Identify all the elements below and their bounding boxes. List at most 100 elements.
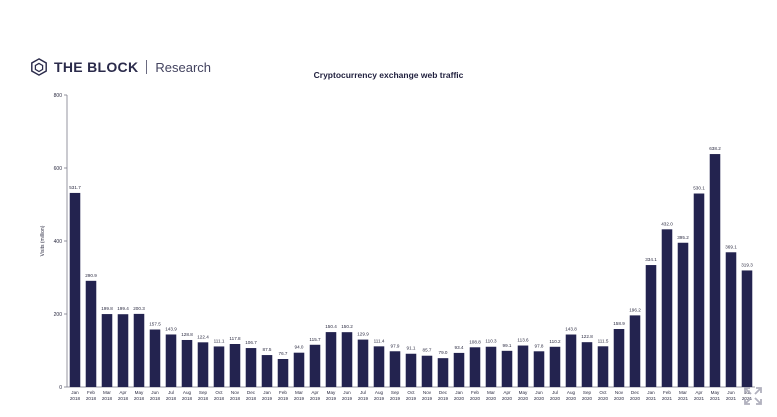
x-tick-label-month: Aug	[567, 390, 576, 395]
x-tick-label-month: Aug	[375, 390, 384, 395]
x-tick-label-year: 2020	[518, 396, 529, 401]
x-tick-label-month: Oct	[215, 390, 223, 395]
x-tick-label-year: 2020	[614, 396, 625, 401]
bar-value-label: 334.1	[645, 257, 657, 262]
x-tick-label-month: Jan	[647, 390, 655, 395]
x-tick-label-month: May	[327, 390, 336, 395]
bar-value-label: 93.4	[455, 345, 464, 350]
bar	[469, 347, 481, 387]
bar-value-label: 143.9	[165, 326, 177, 331]
bar	[357, 339, 369, 387]
x-tick-label-month: Mar	[295, 390, 303, 395]
bar	[517, 345, 529, 387]
x-tick-label-month: Mar	[679, 390, 687, 395]
x-tick-label-month: Apr	[119, 390, 127, 395]
x-tick-label-year: 2021	[710, 396, 721, 401]
bar	[741, 270, 753, 387]
x-tick-label-year: 2018	[182, 396, 193, 401]
bar	[709, 154, 721, 387]
bar-value-label: 196.2	[629, 307, 641, 312]
bar	[341, 332, 353, 387]
y-axis-label: Visits (million)	[40, 225, 46, 256]
bar	[453, 352, 465, 387]
bar-value-label: 111.4	[374, 338, 385, 343]
x-tick-label-month: Dec	[439, 390, 448, 395]
bar-value-label: 91.1	[407, 346, 416, 351]
chart-title: Cryptocurrency exchange web traffic	[313, 70, 464, 80]
x-tick-label-year: 2019	[278, 396, 289, 401]
x-tick-label-year: 2020	[534, 396, 545, 401]
bar-value-label: 530.1	[693, 186, 705, 191]
x-tick-label-month: Jun	[343, 390, 351, 395]
bar	[693, 193, 705, 387]
bar	[581, 342, 593, 387]
x-tick-label-year: 2018	[214, 396, 225, 401]
bar-value-label: 111.5	[598, 338, 609, 343]
x-tick-label-month: Apr	[503, 390, 511, 395]
x-tick-label-year: 2019	[390, 396, 401, 401]
x-tick-label-year: 2018	[230, 396, 241, 401]
bar	[277, 359, 289, 387]
x-tick-label-month: Oct	[407, 390, 415, 395]
bar	[197, 342, 209, 387]
x-tick-label-month: Dec	[247, 390, 256, 395]
bar-value-label: 290.9	[85, 273, 97, 278]
y-tick-label: 400	[54, 239, 63, 245]
x-tick-label-year: 2018	[166, 396, 177, 401]
bar	[293, 352, 305, 387]
x-tick-label-year: 2019	[294, 396, 305, 401]
x-tick-label-month: Mar	[487, 390, 495, 395]
bar	[405, 353, 417, 387]
bar-value-label: 85.7	[423, 348, 432, 353]
bar-value-label: 158.9	[613, 321, 625, 326]
x-tick-label-year: 2020	[566, 396, 577, 401]
x-tick-label-month: Jul	[552, 390, 558, 395]
x-tick-label-year: 2020	[502, 396, 513, 401]
bar-value-label: 129.9	[357, 332, 369, 337]
x-tick-label-month: May	[135, 390, 144, 395]
bar-value-label: 199.4	[117, 306, 129, 311]
x-tick-label-year: 2018	[246, 396, 257, 401]
x-tick-label-year: 2019	[262, 396, 273, 401]
bar-value-label: 113.6	[517, 338, 529, 343]
bar-value-label: 87.5	[263, 347, 272, 352]
x-tick-label-year: 2018	[70, 396, 81, 401]
bar	[549, 346, 561, 387]
x-tick-label-month: Apr	[311, 390, 319, 395]
bar-value-label: 111.1	[214, 338, 225, 343]
bar	[117, 314, 129, 387]
brand-name: THE BLOCK	[54, 59, 139, 75]
bar-value-label: 531.7	[69, 185, 81, 190]
bar	[213, 346, 225, 387]
bar	[613, 329, 625, 387]
bar	[597, 346, 609, 387]
bar	[725, 252, 737, 387]
bar-value-label: 122.4	[197, 334, 209, 339]
bar-value-label: 117.8	[229, 336, 241, 341]
x-tick-label-month: Feb	[279, 390, 287, 395]
x-tick-label-year: 2020	[582, 396, 593, 401]
x-tick-label-year: 2019	[374, 396, 385, 401]
x-tick-label-month: Jul	[168, 390, 174, 395]
bar-value-label: 99.1	[503, 343, 512, 348]
x-tick-label-year: 2021	[742, 396, 753, 401]
bar	[309, 344, 321, 387]
expand-icon[interactable]	[744, 387, 762, 405]
bar	[245, 348, 257, 387]
x-tick-label-month: May	[711, 390, 720, 395]
bar-value-label: 128.8	[181, 332, 193, 337]
x-tick-label-month: Feb	[87, 390, 95, 395]
bar-value-label: 638.2	[709, 146, 721, 151]
x-tick-label-month: Jul	[360, 390, 366, 395]
bar-value-label: 76.7	[279, 351, 288, 356]
bar	[101, 314, 113, 387]
bar	[629, 315, 641, 387]
bar-value-label: 79.0	[439, 350, 448, 355]
bar	[229, 344, 241, 387]
bar	[565, 334, 577, 387]
x-tick-label-month: Sep	[391, 390, 400, 395]
x-tick-label-year: 2019	[406, 396, 417, 401]
bar-value-label: 108.8	[469, 339, 481, 344]
x-tick-label-year: 2021	[726, 396, 737, 401]
